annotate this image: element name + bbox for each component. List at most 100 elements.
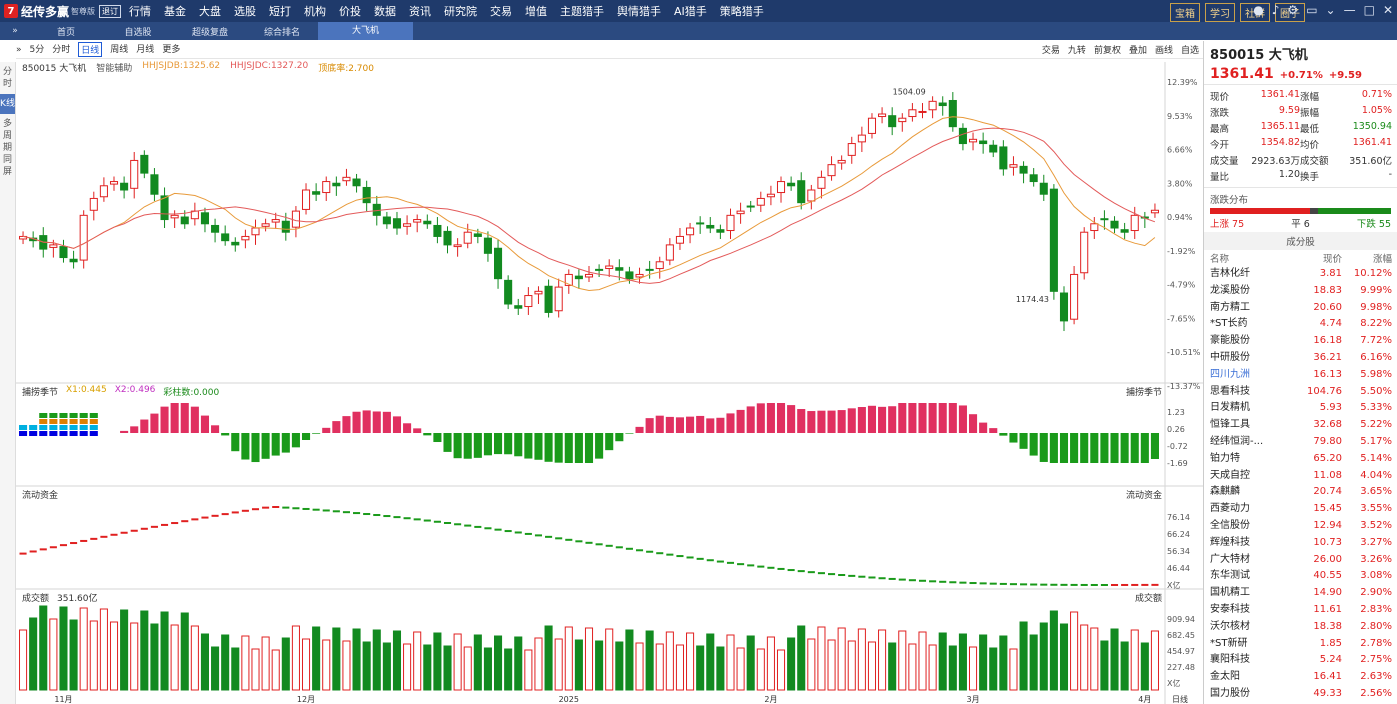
period-1[interactable]: 分时 xyxy=(52,45,71,55)
stock-row[interactable]: 广大特材 26.00 3.26% xyxy=(1204,552,1397,569)
period-2[interactable]: 日线 xyxy=(78,42,103,57)
stock-row[interactable]: *ST新研 1.85 2.78% xyxy=(1204,636,1397,653)
menu-item-1[interactable]: 基金 xyxy=(164,5,187,18)
chart-area[interactable]: 12.39% 9.53% 6.66% 3.80% 0.94% -1.92% -4.79% -7… xyxy=(0,0,1203,704)
menu-item-4[interactable]: 短打 xyxy=(269,5,292,18)
toolbar-right-5[interactable]: 自选 xyxy=(1180,46,1199,56)
menu-item-14[interactable]: AI猎手 xyxy=(674,5,707,18)
period-4[interactable]: 月线 xyxy=(136,45,155,55)
menu-item-15[interactable]: 策略猎手 xyxy=(719,5,764,18)
menu-item-0[interactable]: 行情 xyxy=(129,5,152,18)
menu-right-1[interactable]: 学习 xyxy=(1205,3,1235,22)
bell-icon[interactable]: ♪ xyxy=(1271,3,1280,17)
user-icon[interactable]: ● xyxy=(1253,3,1264,17)
tab-2[interactable]: 超级复盘 xyxy=(191,27,228,38)
stock-row[interactable]: 西菱动力 15.45 3.55% xyxy=(1204,501,1397,518)
settings-icon[interactable]: ⚙ xyxy=(1287,3,1299,17)
toolbar-right-0[interactable]: 交易 xyxy=(1041,46,1060,56)
tab-collapse-icon[interactable]: » xyxy=(12,26,18,36)
stock-row[interactable]: 沃尔核材 18.38 2.80% xyxy=(1204,619,1397,636)
toolbar-right-4[interactable]: 画线 xyxy=(1154,46,1173,56)
volume-bar xyxy=(968,646,978,691)
stock-row[interactable]: 铂力特 65.20 5.14% xyxy=(1204,451,1397,468)
flow-point xyxy=(484,527,492,530)
stock-row[interactable]: 龙溪股份 18.83 9.99% xyxy=(1204,283,1397,300)
menu-right-3[interactable]: 圈子 xyxy=(1275,3,1305,22)
flow-point xyxy=(838,574,846,577)
toolbar-right-2[interactable]: 前复权 xyxy=(1093,46,1121,56)
osc-bar xyxy=(413,428,422,433)
toolbar-right-1[interactable]: 九转 xyxy=(1067,46,1086,56)
menu-item-12[interactable]: 主题猎手 xyxy=(560,5,605,18)
menu-item-10[interactable]: 交易 xyxy=(490,5,513,18)
stock-row[interactable]: 南方精工 20.60 9.98% xyxy=(1204,300,1397,317)
tab-4[interactable]: 大飞机 xyxy=(318,22,413,40)
stock-change: 3.52% xyxy=(1360,519,1392,531)
stock-price: 40.55 xyxy=(1313,570,1342,582)
stock-row[interactable]: 日发精机 5.93 5.33% xyxy=(1204,400,1397,417)
menu-item-3[interactable]: 选股 xyxy=(234,5,257,18)
stock-row[interactable]: 东华测试 40.55 3.08% xyxy=(1204,568,1397,585)
candle-body xyxy=(564,273,573,286)
quote-price: 1361.41 xyxy=(1210,66,1274,82)
stock-row[interactable]: 吉林化纤 3.81 10.12% xyxy=(1204,266,1397,283)
volume-bar xyxy=(200,633,210,691)
quote-value: 1361.41 xyxy=(1260,89,1300,100)
up-label: 上涨 xyxy=(1210,219,1230,230)
menu-item-7[interactable]: 数据 xyxy=(374,5,397,18)
stock-row[interactable]: 中研股份 36.21 6.16% xyxy=(1204,350,1397,367)
stock-row[interactable]: 辉煌科技 10.73 3.27% xyxy=(1204,535,1397,552)
period-3[interactable]: 周线 xyxy=(110,45,129,55)
volume-bar xyxy=(483,647,492,691)
side-tab-1[interactable]: K线 xyxy=(0,94,15,114)
menu-item-2[interactable]: 大盘 xyxy=(199,5,222,18)
osc-bar xyxy=(675,417,684,433)
menu-item-6[interactable]: 价投 xyxy=(339,5,362,18)
osc-title: 捕捞季节 xyxy=(22,388,59,398)
stock-row[interactable]: 天成自控 11.08 4.04% xyxy=(1204,468,1397,485)
screen-icon[interactable]: ▭ xyxy=(1306,3,1318,17)
smart-assist-toggle[interactable]: 智能辅助 xyxy=(96,64,133,74)
osc-tick-label: -1.69 xyxy=(1167,459,1188,468)
menu-item-13[interactable]: 舆情猎手 xyxy=(617,5,662,18)
close-icon[interactable]: ✕ xyxy=(1382,3,1393,17)
tab-1[interactable]: 自选股 xyxy=(124,27,152,38)
stock-row[interactable]: 恒锋工具 32.68 5.22% xyxy=(1204,417,1397,434)
expand-icon[interactable]: » xyxy=(16,44,22,55)
stock-row[interactable]: 森麒麟 20.74 3.65% xyxy=(1204,484,1397,501)
period-5[interactable]: 更多 xyxy=(162,45,181,55)
tab-3[interactable]: 综合排名 xyxy=(263,27,300,38)
stock-row[interactable]: 安泰科技 11.61 2.83% xyxy=(1204,602,1397,619)
stock-row[interactable]: 豪能股份 16.18 7.72% xyxy=(1204,333,1397,350)
minimize-icon[interactable]: — xyxy=(1343,3,1356,17)
flow-point xyxy=(565,538,573,541)
candle-body xyxy=(130,159,139,189)
period-0[interactable]: 5分 xyxy=(29,45,45,55)
side-tab-0[interactable]: 分时 xyxy=(2,67,12,89)
chevron-down-icon[interactable]: ⌄ xyxy=(1325,3,1336,17)
unsubscribe-button[interactable]: 退订 xyxy=(99,4,122,18)
osc-bar xyxy=(1120,433,1129,463)
menu-item-5[interactable]: 机构 xyxy=(304,5,327,18)
toolbar-right-3[interactable]: 叠加 xyxy=(1128,46,1147,56)
stock-row[interactable]: *ST长药 4.74 8.22% xyxy=(1204,316,1397,333)
stock-row[interactable]: 四川九洲 16.13 5.98% xyxy=(1204,367,1397,384)
volume-bar xyxy=(99,608,108,691)
quote-title: 850015 大飞机 xyxy=(1210,48,1308,63)
stock-row[interactable]: 金太阳 16.41 2.63% xyxy=(1204,669,1397,686)
maximize-icon[interactable]: □ xyxy=(1363,3,1375,17)
stock-row[interactable]: 思看科技 104.76 5.50% xyxy=(1204,384,1397,401)
stock-row[interactable]: 国机精工 14.90 2.90% xyxy=(1204,585,1397,602)
menu-item-8[interactable]: 资讯 xyxy=(409,5,432,18)
menu-right-2[interactable]: 社群 xyxy=(1240,3,1270,22)
menu-item-11[interactable]: 增值 xyxy=(525,5,548,18)
side-tab-2[interactable]: 多周期同屏 xyxy=(2,119,12,177)
stock-row[interactable]: 国力股份 49.33 2.56% xyxy=(1204,686,1397,703)
menu-item-9[interactable]: 研究院 xyxy=(444,5,478,18)
stock-row[interactable]: 襄阳科技 5.24 2.75% xyxy=(1204,652,1397,669)
menu-right-0[interactable]: 宝箱 xyxy=(1170,3,1200,22)
stock-row[interactable]: 经纬恒润-... 79.80 5.17% xyxy=(1204,434,1397,451)
stock-row[interactable]: 全信股份 12.94 3.52% xyxy=(1204,518,1397,535)
osc-bar xyxy=(1049,433,1058,463)
tab-0[interactable]: 首页 xyxy=(56,27,75,38)
